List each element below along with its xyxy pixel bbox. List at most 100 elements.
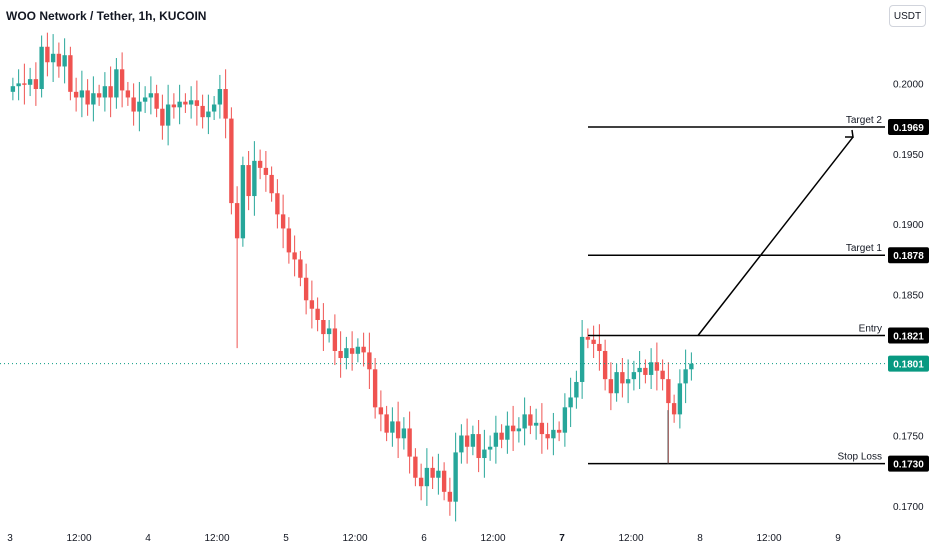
candle-body (401, 428, 407, 439)
time-tick: 9 (835, 533, 841, 544)
candle (378, 390, 384, 432)
price-axis[interactable]: 0.2000 0.1950 0.1900 0.1850 0.1750 0.1700 0.19… (888, 79, 929, 513)
projection-line (697, 136, 854, 336)
candle-body (91, 93, 96, 105)
candle-body (200, 105, 205, 118)
candle (252, 141, 257, 216)
candle (223, 69, 228, 139)
candle-body (516, 428, 522, 432)
candle-body (177, 101, 182, 108)
time-tick: 12:00 (342, 533, 367, 544)
candle-body (654, 362, 660, 371)
candle-body (459, 435, 464, 453)
candle (464, 418, 470, 464)
candle (22, 63, 27, 105)
candle-body (165, 104, 171, 126)
currency-button[interactable]: USDT (889, 5, 926, 27)
candle-body (493, 432, 499, 447)
candle (355, 338, 361, 363)
candle-body (631, 372, 637, 380)
arrow-head (845, 129, 854, 138)
candle-body (45, 46, 50, 63)
candle (137, 81, 142, 132)
candle-body (344, 348, 349, 359)
candle (654, 342, 660, 391)
candle-body (298, 259, 303, 278)
candle-body (620, 372, 625, 384)
candle-body (407, 428, 412, 457)
candle-body (660, 370, 665, 380)
candle (505, 411, 510, 454)
candle (533, 408, 539, 440)
candle (510, 405, 516, 451)
candle-body (602, 350, 608, 380)
candle-body (367, 352, 372, 370)
price-badge: 0.1821 (888, 327, 929, 344)
time-axis[interactable]: 3 12:00 4 12:00 5 12:00 6 12:00 7 12:00 8 12:00 9 (7, 533, 841, 544)
candle-body (464, 435, 470, 447)
candle (234, 186, 240, 349)
candle (424, 448, 430, 506)
candle-body (556, 429, 562, 433)
annotations-layer: Target 2 Target 1 Entry Stop Loss (0, 115, 885, 465)
candle (263, 150, 269, 192)
candle (165, 84, 171, 146)
candle-body (16, 83, 21, 87)
candle (436, 453, 441, 495)
candle (108, 66, 113, 118)
time-tick: 12:00 (66, 533, 91, 544)
level-label: Entry (859, 323, 882, 334)
candle-body (211, 104, 217, 112)
candle-body (154, 93, 159, 109)
price-badge-bg (888, 247, 929, 264)
candle (574, 370, 579, 409)
candle-body (332, 328, 338, 351)
candle (275, 179, 280, 229)
candle-body (96, 93, 102, 98)
candle-body (413, 456, 418, 478)
last-price-badge: 0.1801 (888, 355, 929, 372)
candle-body (608, 379, 614, 394)
candle-body (562, 407, 568, 433)
candle-body (292, 252, 297, 260)
candle (361, 332, 366, 367)
candle (407, 411, 412, 474)
candle (91, 76, 96, 122)
candle-body (68, 55, 73, 92)
candle-body (666, 379, 671, 404)
chart-title: WOO Network / Tether, 1h, KUCOIN (6, 9, 207, 23)
time-tick: 7 (559, 533, 565, 544)
price-badge-label: 0.1730 (893, 460, 924, 471)
candle-body (206, 111, 211, 118)
last-price-badge-label: 0.1801 (893, 360, 924, 371)
candle (602, 339, 608, 391)
level-label: Stop Loss (838, 452, 882, 463)
candle-body (338, 350, 343, 359)
candle (384, 405, 389, 442)
candle-body (22, 83, 27, 85)
candle (539, 403, 545, 454)
candle (27, 67, 33, 97)
candle (286, 217, 292, 264)
candle (206, 94, 211, 135)
level-label: Target 2 (846, 115, 883, 126)
candle (522, 397, 527, 446)
candle (562, 393, 568, 447)
candle-body (56, 53, 62, 67)
candle (154, 84, 159, 118)
candle-body (148, 93, 154, 98)
level-label: Target 1 (846, 243, 883, 254)
time-tick: 3 (7, 533, 13, 544)
price-badge: 0.1878 (888, 247, 929, 264)
candle (648, 348, 654, 390)
time-tick: 12:00 (618, 533, 643, 544)
candle-body (240, 165, 246, 239)
candle (62, 38, 67, 84)
candle (114, 58, 119, 109)
candle (171, 93, 177, 119)
candles-layer (10, 32, 694, 522)
candle (395, 401, 401, 459)
candle-body (643, 367, 648, 375)
candle (637, 350, 642, 390)
